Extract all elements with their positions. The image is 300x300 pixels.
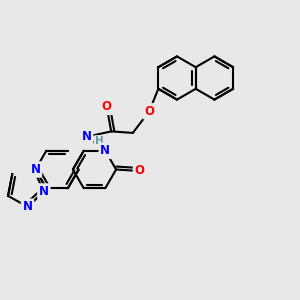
Text: O: O <box>144 105 154 118</box>
Text: N: N <box>39 185 49 198</box>
Text: H: H <box>95 136 103 146</box>
Text: O: O <box>102 100 112 113</box>
Text: O: O <box>134 164 145 178</box>
Text: N: N <box>100 144 110 157</box>
Text: N: N <box>22 200 32 213</box>
Text: N: N <box>31 163 40 176</box>
Text: N: N <box>82 130 92 143</box>
